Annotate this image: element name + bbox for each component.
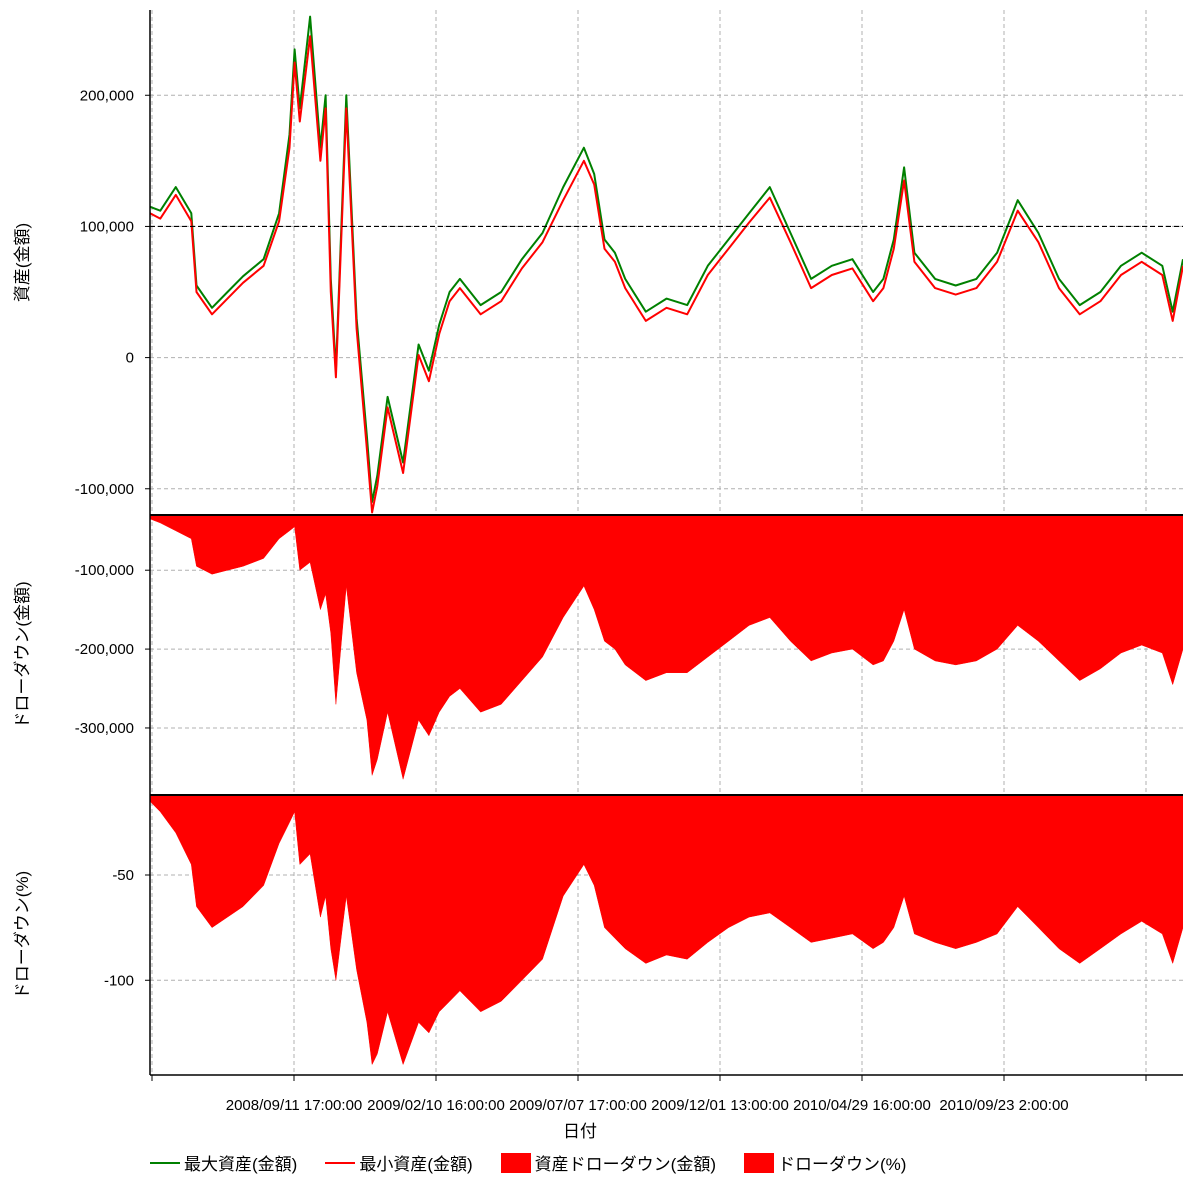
y-axis-title-middle: ドローダウン(金額) (13, 581, 32, 728)
x-tick-label: 2008/09/11 17:00:00 (226, 1097, 363, 1114)
x-tick-label: 2009/07/07 17:00:00 (509, 1097, 647, 1114)
series-line-1 (150, 35, 1183, 514)
legend-item-min-asset: 最小資産(金額) (325, 1150, 473, 1175)
legend-label-drawdown-pct: ドローダウン(%) (777, 1155, 907, 1174)
panel-middle: -100,000 -200,000 -300,000 ドローダウン(金額) (13, 514, 1183, 795)
y-tick-label: -100,000 (75, 562, 134, 579)
legend-label-asset-drawdown: 資産ドローダウン(金額) (534, 1155, 716, 1174)
x-axis-title: 日付 (563, 1122, 597, 1141)
legend-swatch-asset-drawdown (500, 1152, 531, 1173)
legend-item-drawdown-pct: ドローダウン(%) (743, 1150, 907, 1175)
y-tick-label: -50 (112, 867, 134, 884)
y-tick-label: 100,000 (80, 218, 134, 235)
x-tick-label: 2010/04/29 16:00:00 (793, 1097, 931, 1114)
y-axis-title-bottom: ドローダウン(%) (13, 871, 32, 999)
legend-label-min-asset: 最小資産(金額) (359, 1155, 473, 1174)
y-tick-label: -100 (104, 972, 134, 989)
y-tick-label: -300,000 (75, 720, 134, 737)
y-tick-label: -200,000 (75, 641, 134, 658)
legend: 最大資産(金額) 最小資産(金額) 資産ドローダウン(金額) ドローダウン(%) (150, 1150, 906, 1175)
legend-swatch-min-asset (325, 1161, 356, 1164)
x-tick-label: 2010/09/23 2:00:00 (939, 1097, 1068, 1114)
legend-item-max-asset: 最大資産(金額) (150, 1150, 297, 1175)
y-tick-label: -100,000 (75, 481, 134, 498)
y-tick-label: 200,000 (80, 87, 134, 104)
plot-area-top (150, 15, 1183, 514)
x-tick-label: 2009/12/01 13:00:00 (651, 1097, 789, 1114)
legend-swatch-drawdown-pct (743, 1152, 774, 1173)
series-area-0 (150, 795, 1183, 1066)
plot-area-middle (150, 515, 1183, 780)
panel-bottom: -50 -100 ドローダウン(%) (13, 794, 1183, 1075)
plot-area-bottom (150, 795, 1183, 1066)
series-line-0 (150, 15, 1183, 503)
legend-label-max-asset: 最大資産(金額) (184, 1155, 298, 1174)
x-tick-label: 2009/02/10 16:00:00 (367, 1097, 505, 1114)
y-tick-label: 0 (126, 350, 134, 367)
legend-item-asset-drawdown: 資産ドローダウン(金額) (500, 1150, 716, 1175)
series-area-0 (150, 515, 1183, 780)
panel-top: -100,000 0 100,000 200,000 資産(金額) (13, 10, 1183, 515)
y-axis-title-top: 資産(金額) (13, 223, 32, 302)
legend-swatch-max-asset (150, 1161, 180, 1164)
